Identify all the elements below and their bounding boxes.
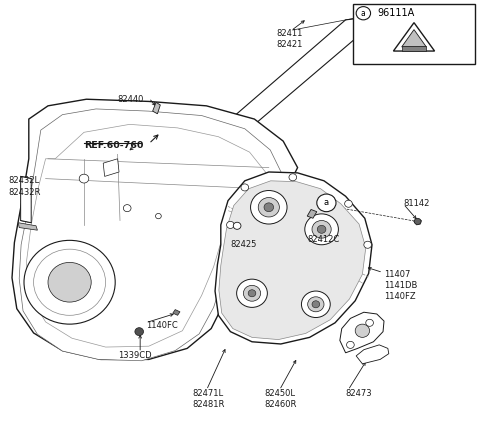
Circle shape — [414, 218, 421, 224]
Text: REF.60-760: REF.60-760 — [84, 141, 144, 150]
Polygon shape — [19, 109, 283, 361]
Polygon shape — [402, 30, 426, 47]
Polygon shape — [173, 310, 180, 315]
Text: 96111A: 96111A — [378, 8, 415, 18]
Circle shape — [312, 220, 331, 238]
Circle shape — [312, 301, 320, 308]
Text: a: a — [361, 9, 366, 18]
Polygon shape — [185, 18, 370, 165]
Text: 82473: 82473 — [346, 389, 372, 398]
Text: 1339CD: 1339CD — [118, 351, 151, 359]
Circle shape — [301, 291, 330, 318]
Circle shape — [156, 213, 161, 219]
Text: 82432L
82432R: 82432L 82432R — [9, 176, 41, 197]
Circle shape — [243, 285, 261, 301]
Polygon shape — [219, 181, 366, 340]
Polygon shape — [12, 99, 298, 359]
Circle shape — [135, 328, 144, 336]
Circle shape — [317, 194, 336, 212]
FancyBboxPatch shape — [353, 4, 475, 64]
Circle shape — [356, 7, 371, 20]
Text: 82411
82421: 82411 82421 — [276, 29, 302, 49]
Circle shape — [264, 203, 274, 212]
Text: 82450L
82460R: 82450L 82460R — [264, 389, 296, 409]
Circle shape — [258, 198, 279, 217]
Polygon shape — [26, 124, 265, 347]
Circle shape — [248, 290, 256, 297]
Circle shape — [241, 184, 249, 191]
Text: 11407
1141DB
1140FZ: 11407 1141DB 1140FZ — [384, 270, 418, 301]
Circle shape — [345, 200, 352, 207]
Circle shape — [347, 341, 354, 348]
Circle shape — [79, 174, 89, 183]
Circle shape — [48, 262, 91, 302]
Circle shape — [289, 174, 297, 181]
Polygon shape — [307, 209, 317, 218]
Text: a: a — [324, 198, 329, 207]
Polygon shape — [394, 22, 434, 51]
Circle shape — [233, 222, 241, 229]
Text: 82425: 82425 — [230, 240, 257, 249]
Text: 82471L
82481R: 82471L 82481R — [192, 389, 224, 409]
Polygon shape — [356, 345, 389, 364]
Text: 1140FC: 1140FC — [146, 321, 178, 330]
Circle shape — [227, 221, 234, 228]
Circle shape — [305, 214, 338, 245]
Circle shape — [34, 249, 106, 315]
Circle shape — [364, 241, 372, 248]
Text: 82412C: 82412C — [307, 235, 339, 243]
Polygon shape — [414, 219, 421, 225]
Polygon shape — [340, 312, 384, 353]
Circle shape — [24, 240, 115, 324]
Text: 81142: 81142 — [403, 199, 430, 208]
Polygon shape — [18, 223, 37, 230]
Circle shape — [355, 324, 370, 337]
Text: 82440: 82440 — [118, 95, 144, 104]
Circle shape — [366, 319, 373, 326]
Polygon shape — [215, 172, 372, 344]
Circle shape — [123, 205, 131, 212]
FancyBboxPatch shape — [402, 46, 426, 51]
Circle shape — [317, 225, 326, 233]
Circle shape — [308, 297, 324, 312]
Polygon shape — [21, 176, 31, 223]
Circle shape — [237, 279, 267, 307]
Polygon shape — [103, 159, 119, 176]
Polygon shape — [153, 102, 160, 114]
Circle shape — [251, 191, 287, 224]
